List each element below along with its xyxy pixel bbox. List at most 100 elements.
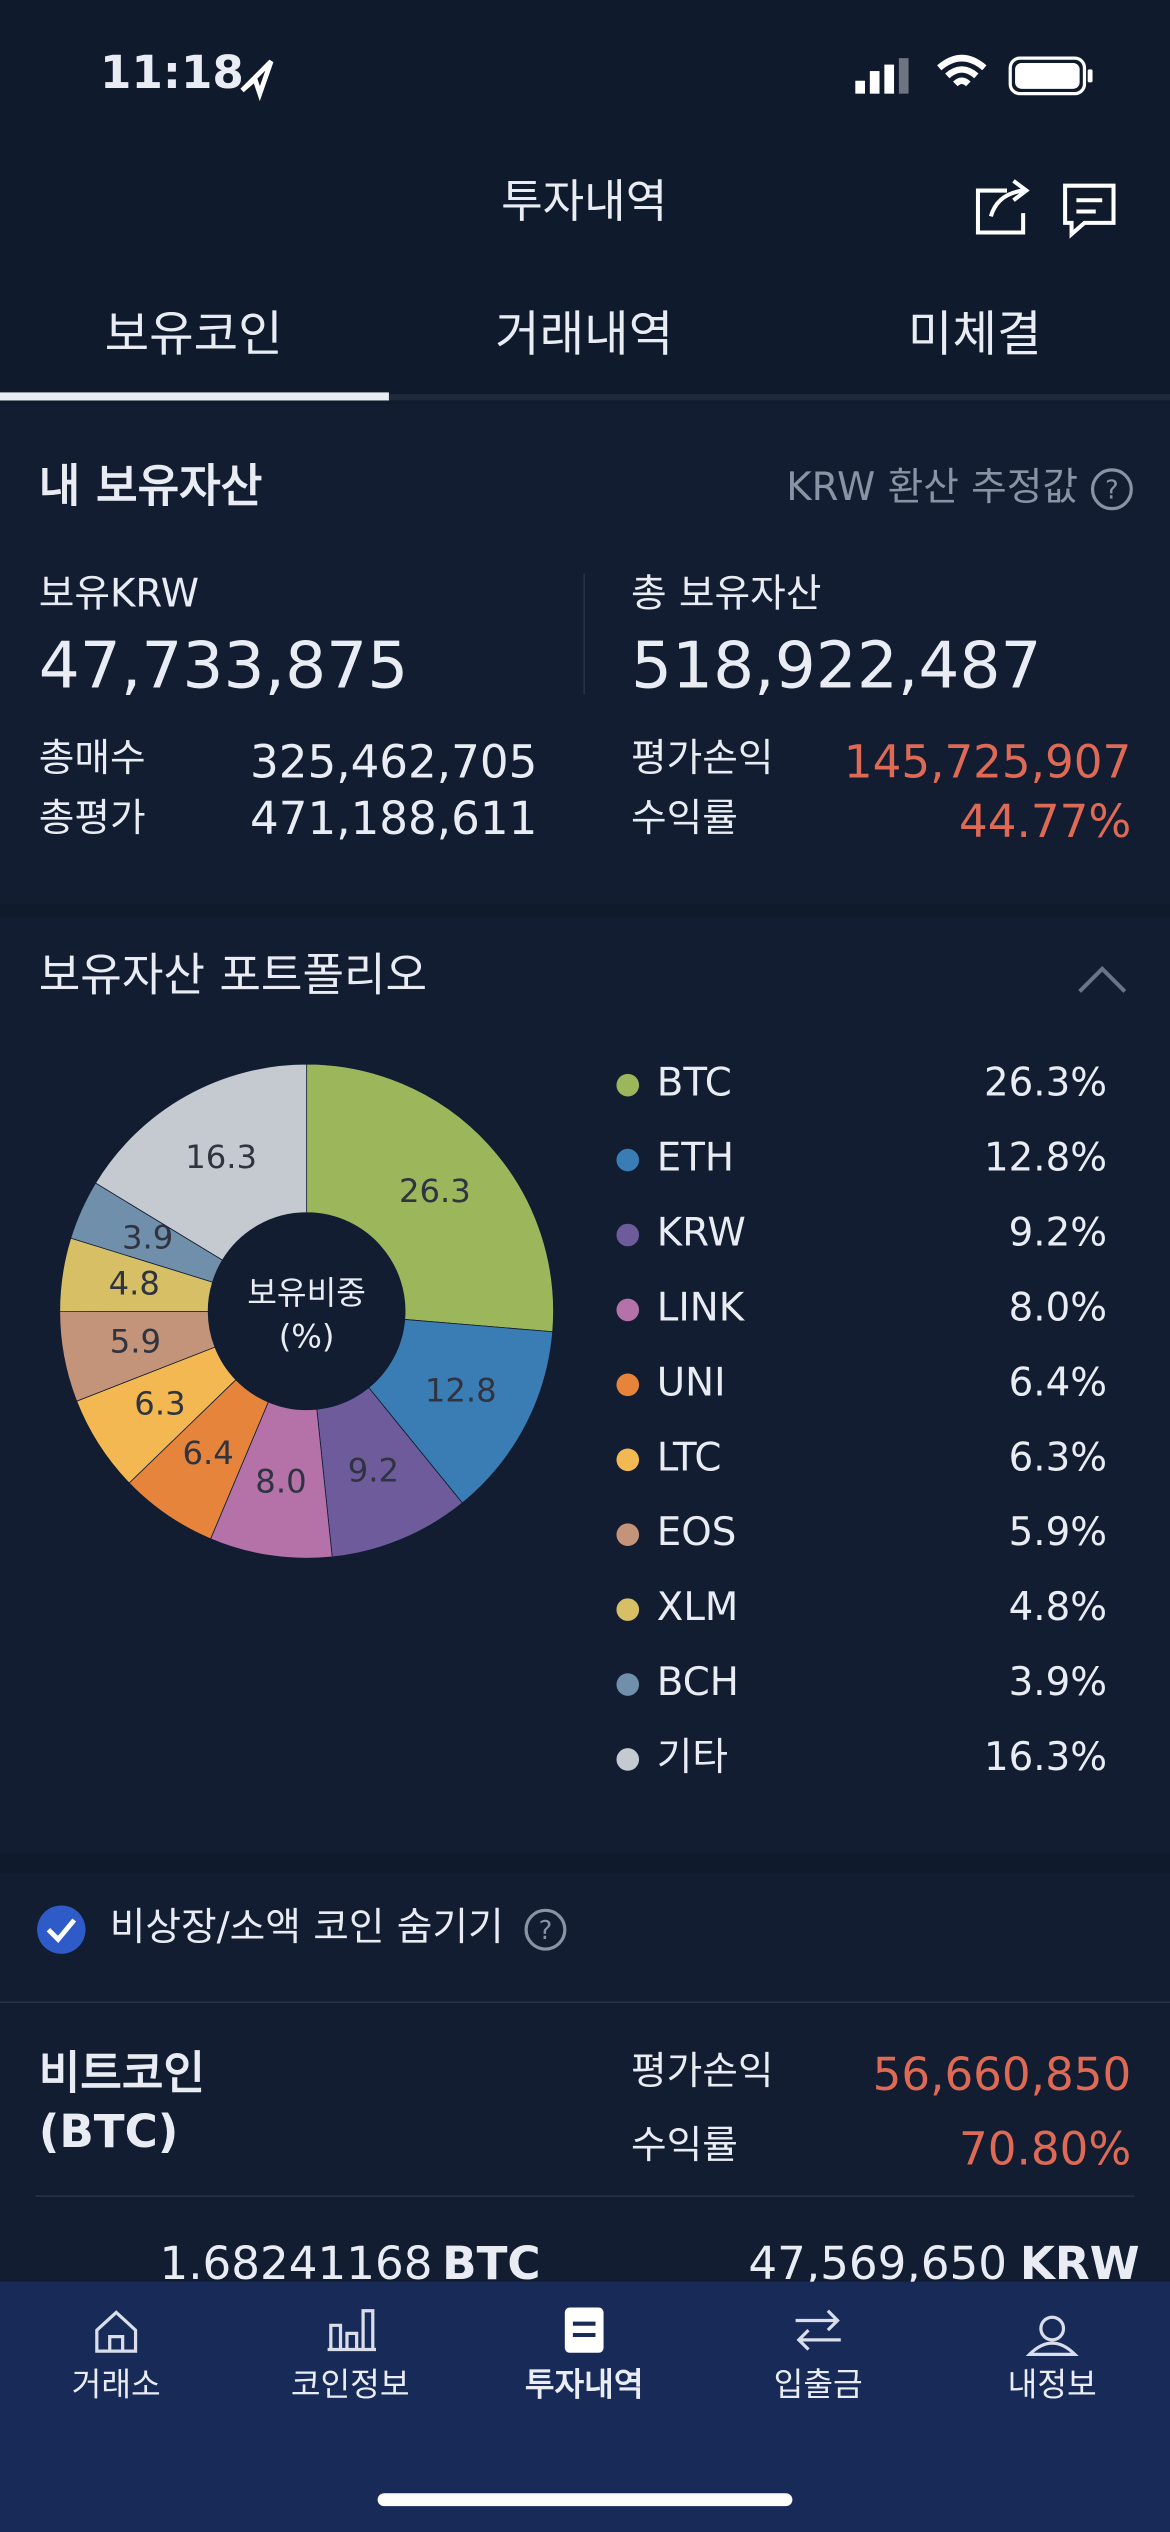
- legend-dot: [616, 1598, 640, 1621]
- value-unit: KRW: [1020, 2237, 1140, 2290]
- coin-name: 비트코인: [39, 2047, 205, 2100]
- slice-label: 12.8: [425, 1372, 497, 1410]
- tab-active[interactable]: 보유코인: [105, 306, 283, 362]
- status-time: 11:18: [100, 46, 244, 99]
- legend-value: 16.3%: [984, 1735, 1107, 1780]
- slice-label: 9.2: [348, 1451, 399, 1489]
- battery-icon: [1008, 56, 1093, 96]
- note: KRW 환산 추정값: [786, 465, 1078, 510]
- nav-item[interactable]: 거래소: [72, 2366, 161, 2404]
- slice-label: 16.3: [185, 1138, 257, 1176]
- home-indicator: [377, 2493, 793, 2507]
- pie-chart: 26.312.89.28.06.46.35.94.83.916.3: [59, 1063, 554, 1559]
- help-icon[interactable]: [524, 1908, 567, 1951]
- value: 47,569,650: [748, 2237, 1007, 2290]
- chat-button[interactable]: [1063, 183, 1116, 239]
- chart-title: 보유자산 포트폴리오: [39, 949, 427, 1002]
- slice-label: 6.4: [182, 1434, 233, 1472]
- amount: 325,462,705: [250, 735, 537, 788]
- legend-label: EOS: [657, 1510, 737, 1555]
- legend-label: BCH: [657, 1660, 739, 1705]
- legend-value: 5.9%: [1009, 1510, 1107, 1555]
- legend-value: 9.2%: [1009, 1210, 1107, 1255]
- slice-label: 4.8: [109, 1264, 160, 1302]
- signal-icon: [855, 58, 909, 94]
- legend: BTC 26.3% ETH 12.8% KRW 9.2% LINK 8.0% UNI 6.4% LT…: [616, 1061, 1107, 1780]
- section-title: 내 보유자산: [39, 459, 263, 512]
- filter-row: [0, 1873, 1170, 2003]
- label: 총매수: [39, 736, 146, 781]
- help-icon[interactable]: [1090, 468, 1133, 511]
- help-icon-text: ?: [1105, 475, 1119, 505]
- amount: 56,660,850: [873, 2048, 1132, 2101]
- amount: 518,922,487: [631, 629, 1042, 704]
- pie-slice: [368, 1318, 554, 1504]
- nav-icon: [327, 2309, 377, 2352]
- legend-dot: [616, 1373, 640, 1397]
- quantity: 1.68241168: [159, 2237, 432, 2290]
- coin-symbol: (BTC): [39, 2105, 179, 2158]
- legend-value: 26.3%: [984, 1061, 1107, 1106]
- slice-label: 26.3: [399, 1172, 471, 1210]
- legend-dot: [616, 1748, 640, 1771]
- tab-indicator: [0, 392, 389, 401]
- wifi-icon: [937, 54, 987, 87]
- filter-label[interactable]: 비상장/소액 코인 숨기기: [110, 1905, 504, 1950]
- legend-dot: [616, 1523, 640, 1547]
- legend-label: XLM: [657, 1585, 739, 1630]
- label: 평가손익: [631, 736, 774, 781]
- checkbox[interactable]: [37, 1905, 86, 1954]
- tab[interactable]: 거래내역: [495, 306, 673, 362]
- legend-dot: [616, 1073, 640, 1097]
- slice-label: 8.0: [255, 1463, 306, 1501]
- slice-label: 6.3: [134, 1384, 185, 1422]
- legend-label: UNI: [657, 1360, 726, 1405]
- legend-value: 6.3%: [1009, 1435, 1107, 1480]
- center-label: (%): [279, 1318, 335, 1356]
- legend-label: LTC: [657, 1435, 722, 1480]
- pie-slice: [306, 1063, 554, 1333]
- holding-card[interactable]: [0, 2003, 1170, 2295]
- tab[interactable]: 미체결: [908, 306, 1042, 362]
- legend-value: 8.0%: [1009, 1285, 1107, 1330]
- pie-slice: [95, 1063, 308, 1261]
- legend-dot: [616, 1298, 640, 1322]
- center-label: 보유비중: [247, 1274, 366, 1312]
- legend-label: ETH: [657, 1136, 734, 1181]
- legend-value: 6.4%: [1009, 1360, 1107, 1405]
- nav-item[interactable]: 코인정보: [291, 2366, 410, 2404]
- nav-icon: [95, 2310, 138, 2353]
- legend-dot: [616, 1673, 640, 1696]
- legend-value: 12.8%: [984, 1136, 1107, 1181]
- share-button[interactable]: [975, 179, 1030, 235]
- legend-dot: [616, 1448, 640, 1472]
- label: 총평가: [39, 796, 146, 841]
- nav-icon: [1025, 2315, 1079, 2356]
- nav-item-active[interactable]: 투자내역: [525, 2366, 644, 2404]
- nav-item[interactable]: 내정보: [1008, 2366, 1097, 2404]
- label: 수익률: [631, 2123, 738, 2168]
- legend-value: 4.8%: [1009, 1585, 1107, 1630]
- amount: 44.77%: [959, 795, 1131, 848]
- slice-label: 5.9: [110, 1323, 161, 1361]
- nav-icon: [795, 2309, 841, 2351]
- amount: 471,188,611: [250, 792, 537, 845]
- legend-label: LINK: [657, 1285, 746, 1330]
- quantity-unit: BTC: [442, 2237, 540, 2290]
- amount: 47,733,875: [39, 629, 409, 704]
- legend-dot: [616, 1223, 640, 1247]
- legend-value: 3.9%: [1009, 1660, 1107, 1705]
- location-icon: [240, 59, 274, 102]
- legend-label: BTC: [657, 1061, 732, 1106]
- label: 총 보유자산: [631, 571, 821, 616]
- page-title: 투자내역: [501, 175, 667, 228]
- collapse-button[interactable]: [1078, 966, 1127, 993]
- legend-label: 기타: [657, 1735, 728, 1780]
- legend-label: KRW: [657, 1210, 746, 1255]
- nav-icon-active: [564, 2307, 604, 2353]
- amount: 145,725,907: [844, 735, 1131, 788]
- nav-item[interactable]: 입출금: [774, 2366, 863, 2404]
- nav-icon-lines: [572, 2321, 596, 2338]
- legend-dot: [616, 1148, 640, 1172]
